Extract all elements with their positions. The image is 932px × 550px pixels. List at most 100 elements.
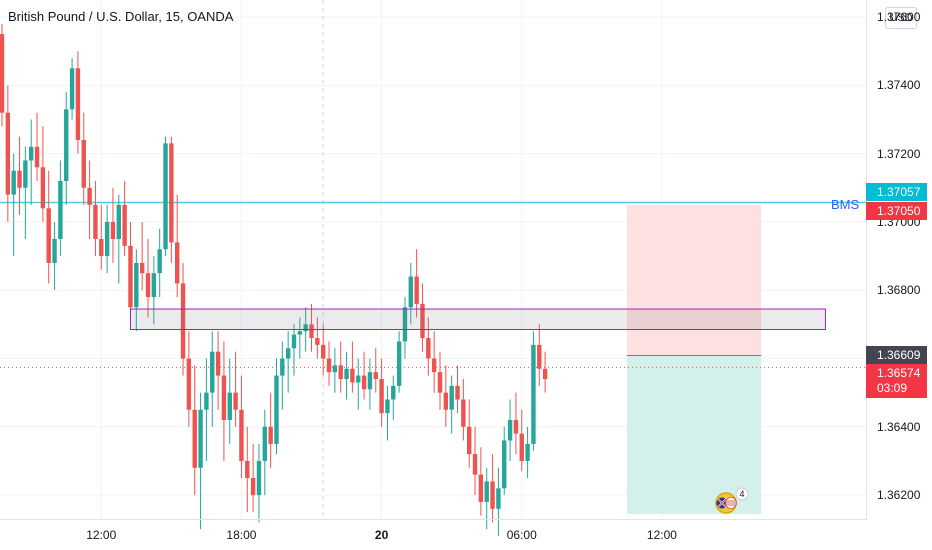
candle-body: [227, 392, 232, 420]
candle-body: [303, 324, 308, 332]
candle-body: [420, 303, 425, 339]
candle-body: [239, 409, 244, 461]
candle-body: [250, 478, 256, 496]
candle-body: [198, 409, 203, 468]
candle-body: [69, 68, 75, 110]
time-axis-divider: [0, 519, 866, 520]
candle-body: [215, 351, 221, 376]
bms-price-tag: 1.37057: [866, 183, 927, 202]
stop-price-tag: 1.37050: [866, 202, 927, 221]
candle-body: [52, 239, 57, 263]
candle-body: [449, 385, 454, 410]
candle-body: [396, 341, 402, 386]
candle-body: [537, 344, 542, 369]
candle-body: [502, 440, 507, 489]
candle-body: [169, 143, 174, 243]
candle-body: [402, 307, 408, 342]
price-tick-label: 1.36800: [877, 283, 921, 298]
candle-body: [175, 242, 180, 284]
price-tick-label: 1.36400: [877, 419, 921, 434]
candle-body: [496, 488, 501, 509]
candle-body: [484, 481, 489, 502]
candle-body: [391, 385, 396, 400]
candle-body: [315, 338, 320, 345]
candle-body: [350, 368, 355, 383]
price-tick-label: 1.37600: [877, 10, 921, 25]
time-tick-label: 20: [374, 528, 389, 542]
candle-body: [29, 146, 34, 161]
time-tick-label: 12:00: [646, 528, 677, 542]
last-price-value: 1.36574: [877, 366, 921, 381]
candle-body: [367, 372, 373, 390]
candle-body: [0, 34, 5, 113]
candle-body: [245, 460, 250, 479]
candle-body: [338, 365, 343, 380]
candle-body: [332, 365, 338, 373]
candle-body: [93, 204, 98, 240]
candle-body: [110, 221, 116, 240]
candle-body: [379, 379, 384, 414]
candle-body: [408, 276, 413, 308]
candle-body: [104, 221, 110, 257]
flag-event-icon[interactable]: 4: [712, 487, 749, 515]
candle-body: [268, 426, 273, 444]
candle-body: [233, 392, 238, 410]
candle-body: [385, 399, 390, 414]
candle-body: [519, 433, 524, 461]
candle-body: [81, 139, 86, 188]
candle-body: [297, 331, 303, 335]
candle-body: [17, 170, 22, 188]
candle-body: [478, 474, 484, 502]
time-tick-label: 18:00: [226, 528, 257, 542]
candle-body: [40, 167, 46, 209]
candle-body: [23, 160, 28, 188]
candle-body: [128, 245, 133, 308]
candle-body: [414, 276, 419, 304]
candle-body: [116, 204, 121, 240]
candle-body: [467, 426, 472, 455]
candle-body: [99, 239, 104, 257]
take-profit-zone: [626, 355, 762, 514]
candle-body: [490, 481, 495, 509]
candle-body: [285, 348, 291, 359]
candle-body: [134, 262, 139, 308]
candle-body: [437, 372, 443, 393]
candle-body: [221, 375, 227, 420]
candle-body: [361, 375, 367, 390]
candle-body: [204, 392, 209, 410]
candle-body: [513, 419, 519, 434]
candle-body: [274, 375, 279, 444]
price-tick-label: 1.37400: [877, 78, 921, 93]
candle-body: [525, 443, 530, 461]
candle-body: [64, 109, 69, 181]
last-price-tag: 1.36574 03:09: [866, 364, 927, 399]
candle-body: [373, 372, 378, 380]
candle-body: [443, 392, 449, 410]
candle-body: [291, 334, 297, 349]
candle-body: [75, 68, 81, 140]
candle-body: [426, 338, 431, 359]
candle-body: [46, 208, 51, 263]
candle-body: [472, 454, 478, 475]
candle-body: [34, 146, 40, 168]
candle-body: [356, 375, 361, 383]
bar-countdown: 03:09: [877, 381, 908, 396]
candle-body: [326, 358, 332, 373]
candle-body: [163, 143, 168, 250]
price-tick-label: 1.36200: [877, 488, 921, 503]
candle-body: [256, 460, 262, 496]
candle-body: [321, 344, 326, 359]
candle-body: [122, 204, 127, 246]
candle-body: [180, 283, 186, 359]
candle-body: [157, 249, 162, 274]
bms-label: BMS: [831, 197, 860, 212]
chart-title: British Pound / U.S. Dollar, 15, OANDA: [8, 9, 234, 24]
candle-body: [344, 368, 349, 380]
flag-badge-count: 4: [739, 489, 744, 499]
candle-body: [309, 324, 314, 339]
currency-button[interactable]: USD: [885, 7, 917, 29]
candle-body: [151, 273, 157, 298]
candle-body: [262, 426, 267, 461]
